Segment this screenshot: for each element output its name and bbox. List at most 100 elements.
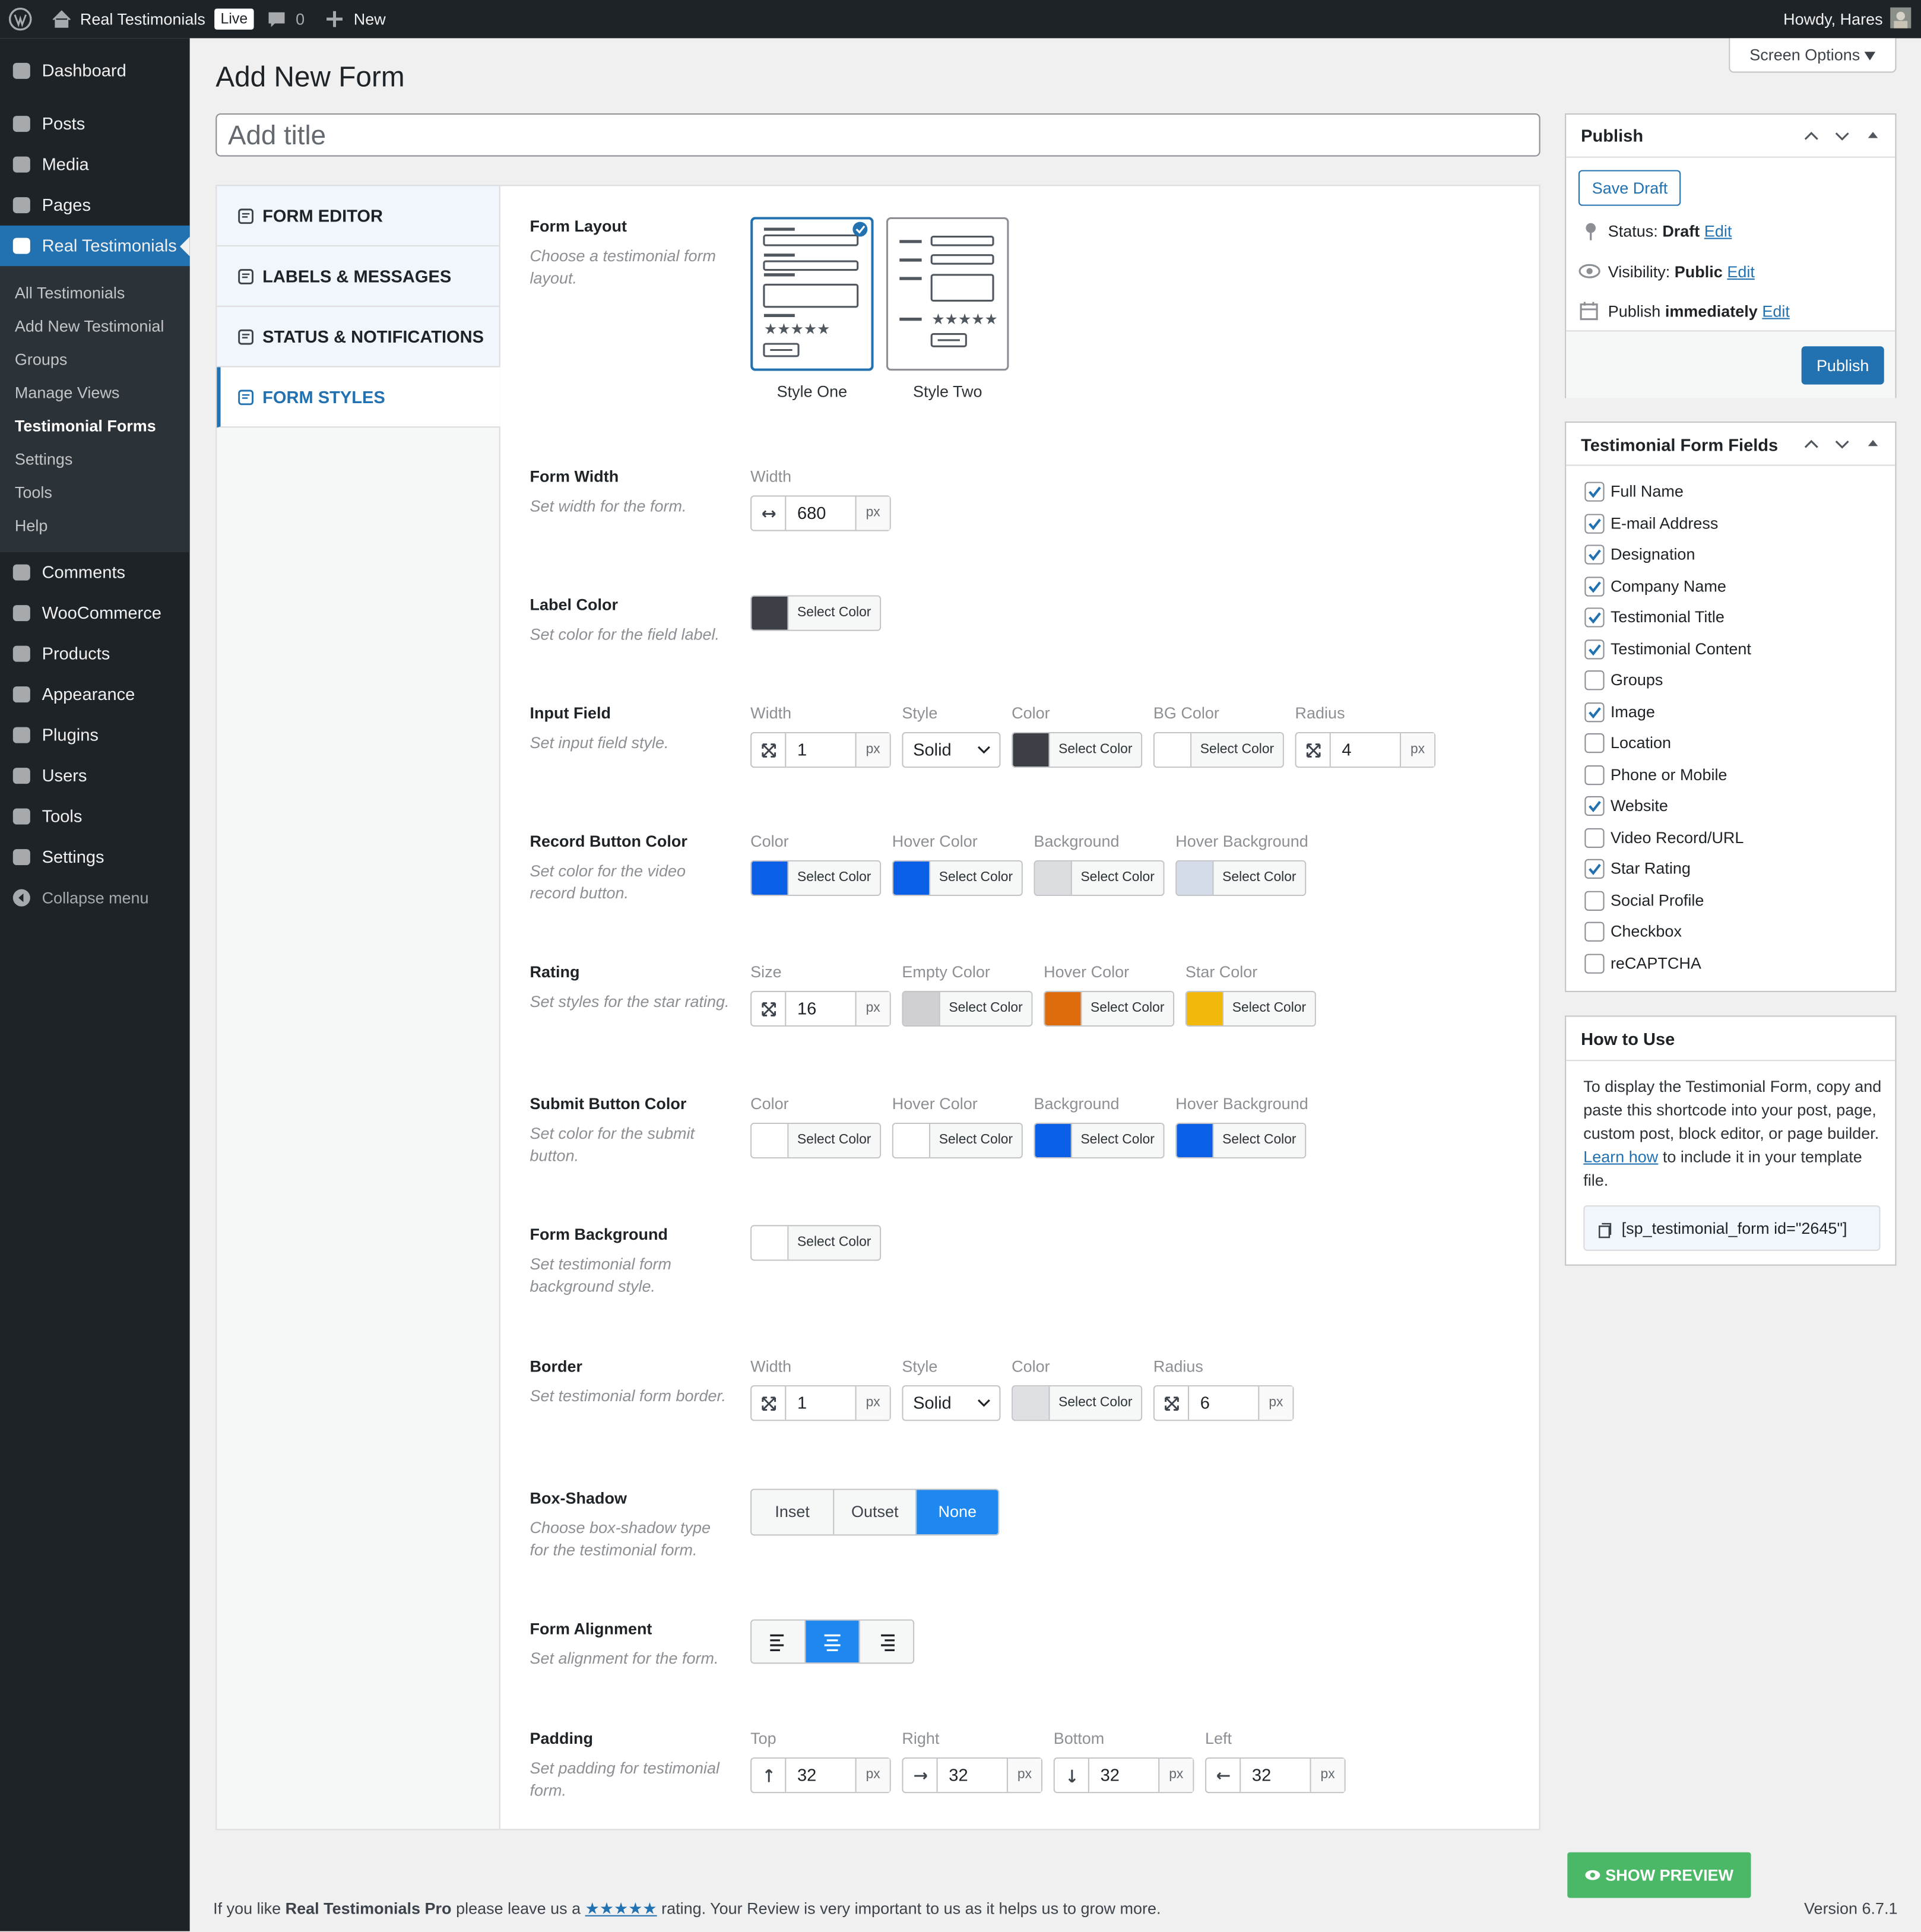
submenu-item[interactable]: Groups <box>14 350 68 369</box>
divider <box>1566 1060 1895 1062</box>
wp-logo[interactable] <box>8 7 32 31</box>
screen-options[interactable]: Screen Options <box>1729 38 1897 73</box>
toggle-button[interactable]: Inset <box>752 1490 833 1535</box>
color-picker[interactable]: Select Color <box>750 595 882 631</box>
submenu-item[interactable]: Add New Testimonial <box>14 316 164 335</box>
comment-icon[interactable] <box>267 11 286 28</box>
shortcode-box[interactable]: [sp_testimonial_form id="2645"] <box>1583 1205 1881 1251</box>
tab[interactable]: STATUS & NOTIFICATIONS <box>217 306 499 368</box>
checkbox[interactable] <box>1584 921 1605 942</box>
number-input[interactable]: 6 px <box>1153 1385 1294 1421</box>
number-input[interactable]: 32 px <box>902 1757 1043 1794</box>
submenu-item[interactable]: Testimonial Forms <box>14 416 156 435</box>
menu-item[interactable]: Real Testimonials <box>0 225 190 267</box>
menu-item[interactable]: Pages <box>0 185 190 225</box>
color-picker[interactable]: Select Color <box>1175 860 1307 897</box>
color-picker[interactable]: Select Color <box>750 1122 882 1159</box>
checkbox[interactable] <box>1584 482 1605 502</box>
number-input[interactable]: 16 px <box>750 990 891 1027</box>
tab[interactable]: LABELS & MESSAGES <box>217 246 499 307</box>
checkbox[interactable] <box>1584 702 1605 722</box>
checkbox[interactable] <box>1584 827 1605 848</box>
checkbox[interactable] <box>1584 796 1605 816</box>
number-input[interactable]: 680 px <box>750 495 891 531</box>
submenu-item[interactable]: Help <box>14 516 48 535</box>
menu-item[interactable]: Collapse menu <box>0 878 190 918</box>
edit-link[interactable]: Edit <box>1704 221 1732 240</box>
color-picker[interactable]: Select Color <box>1175 1122 1307 1159</box>
save-draft-button[interactable]: Save Draft <box>1578 170 1682 206</box>
align-button[interactable] <box>804 1620 859 1663</box>
color-picker[interactable]: Select Color <box>1044 990 1175 1027</box>
toggle-button[interactable]: Outset <box>833 1490 916 1535</box>
menu-item[interactable]: Plugins <box>0 715 190 755</box>
select[interactable]: Solid <box>902 1385 1001 1421</box>
number-input[interactable]: 32 px <box>1205 1757 1346 1794</box>
checkbox[interactable] <box>1584 733 1605 753</box>
checkbox[interactable] <box>1584 859 1605 879</box>
menu-item[interactable]: Dashboard <box>0 50 190 91</box>
checkbox[interactable] <box>1584 544 1605 565</box>
checkbox[interactable] <box>1584 953 1605 973</box>
align-button[interactable] <box>858 1620 914 1663</box>
checkbox[interactable] <box>1584 513 1605 533</box>
checkbox[interactable] <box>1584 639 1605 659</box>
menu-item[interactable]: Users <box>0 755 190 796</box>
checkbox[interactable] <box>1584 576 1605 596</box>
number-input[interactable]: 1 px <box>750 1385 891 1421</box>
site-name[interactable]: Real Testimonials <box>80 9 205 28</box>
toggle-button[interactable]: None <box>915 1490 998 1535</box>
icon-part <box>1868 132 1878 138</box>
number-input[interactable]: 1 px <box>750 731 891 768</box>
number-input[interactable]: 32 px <box>1053 1757 1194 1794</box>
color-picker[interactable]: Select Color <box>892 1122 1023 1159</box>
color-picker[interactable]: Select Color <box>1153 731 1284 768</box>
edit-link[interactable]: Edit <box>1727 262 1755 281</box>
control: Color Select Color <box>1012 1357 1143 1421</box>
number-input[interactable]: 32 px <box>750 1757 891 1794</box>
color-picker[interactable]: Select Color <box>750 1225 882 1261</box>
menu-item[interactable]: WooCommerce <box>0 593 190 633</box>
layout-option[interactable]: ★★★★★ Style Two <box>886 217 1009 401</box>
menu-item[interactable]: Tools <box>0 796 190 837</box>
color-picker[interactable]: Select Color <box>902 990 1033 1027</box>
tab[interactable]: FORM STYLES <box>217 367 500 428</box>
edit-link[interactable]: Edit <box>1762 302 1790 321</box>
menu-item[interactable]: Media <box>0 144 190 185</box>
tab[interactable]: FORM EDITOR <box>217 186 499 247</box>
color-picker[interactable]: Select Color <box>750 860 882 897</box>
submenu-item[interactable]: Tools <box>14 483 52 502</box>
select[interactable]: Solid <box>902 731 1001 768</box>
comment-count[interactable]: 0 <box>296 9 305 28</box>
color-picker[interactable]: Select Color <box>1012 731 1143 768</box>
rating-stars[interactable]: ★★★★★ <box>585 1899 657 1918</box>
menu-item[interactable]: Posts <box>0 103 190 144</box>
greeting[interactable]: Howdy, Hares <box>1783 9 1883 28</box>
checkbox[interactable] <box>1584 764 1605 785</box>
new-link[interactable]: New <box>353 9 386 28</box>
color-picker[interactable]: Select Color <box>892 860 1023 897</box>
submenu-item[interactable]: Manage Views <box>14 383 120 402</box>
submenu-item[interactable]: Settings <box>14 449 73 468</box>
menu-item[interactable]: Settings <box>0 837 190 877</box>
color-picker[interactable]: Select Color <box>1034 1122 1165 1159</box>
color-picker[interactable]: Select Color <box>1185 990 1316 1027</box>
plus-icon[interactable] <box>326 11 343 27</box>
checkbox[interactable] <box>1584 890 1605 910</box>
publish-button[interactable]: Publish <box>1801 346 1884 385</box>
number-input[interactable]: 4 px <box>1295 731 1436 768</box>
checkbox[interactable] <box>1584 607 1605 628</box>
learn-link[interactable]: Learn how <box>1583 1147 1659 1166</box>
menu-item[interactable]: Comments <box>0 552 190 593</box>
checkbox[interactable] <box>1584 670 1605 691</box>
color-picker[interactable]: Select Color <box>1012 1385 1143 1421</box>
menu-item[interactable]: Appearance <box>0 674 190 714</box>
menu-item[interactable]: Products <box>0 634 190 674</box>
show-preview-button[interactable]: SHOW PREVIEW <box>1567 1852 1751 1898</box>
align-button[interactable] <box>752 1620 805 1663</box>
layout-option[interactable]: ★★★★★ Style One <box>750 217 874 401</box>
title-input[interactable]: Add title <box>215 113 1540 157</box>
submenu-item[interactable]: All Testimonials <box>14 283 125 302</box>
avatar[interactable] <box>1890 7 1912 28</box>
color-picker[interactable]: Select Color <box>1034 860 1165 897</box>
